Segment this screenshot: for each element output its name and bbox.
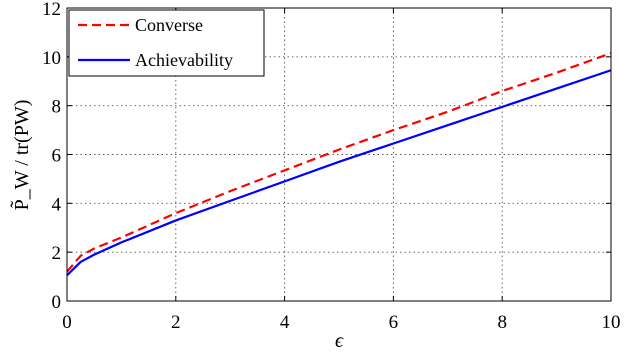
series-line-achievability <box>66 69 612 277</box>
y-tick-label: 12 <box>42 0 61 20</box>
series-line-converse <box>66 52 612 273</box>
y-tick-label: 10 <box>42 48 61 69</box>
legend-box <box>68 9 265 77</box>
tick-labels: 0 2 4 6 8 10 0 2 4 6 8 10 12 <box>42 0 621 333</box>
y-tick-label: 4 <box>52 194 62 215</box>
legend: Converse Achievability <box>68 9 265 77</box>
x-tick-label: 0 <box>62 312 72 333</box>
y-tick-label: 2 <box>52 243 62 264</box>
x-tick-label: 6 <box>389 312 399 333</box>
x-tick-label: 10 <box>602 312 621 333</box>
legend-label-converse: Converse <box>135 15 203 35</box>
x-tick-label: 2 <box>171 312 181 333</box>
y-tick-label: 6 <box>52 146 62 167</box>
legend-label-achievability: Achievability <box>135 50 233 70</box>
y-tick-label: 0 <box>52 292 62 313</box>
x-tick-label: 8 <box>497 312 507 333</box>
plot-frame <box>66 7 612 302</box>
x-tick-label: 4 <box>280 312 290 333</box>
x-axis-label: ϵ <box>335 330 344 352</box>
series-layer <box>66 52 612 277</box>
y-axis-label: P̃_W / tr(PW) <box>9 100 33 211</box>
y-tick-label: 8 <box>52 97 62 118</box>
